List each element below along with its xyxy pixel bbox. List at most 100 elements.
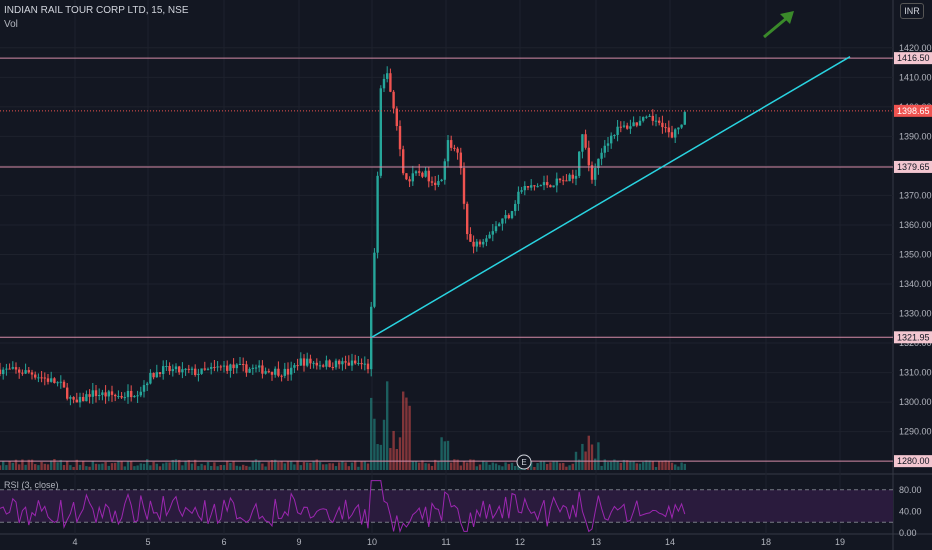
volume-bar <box>373 418 376 470</box>
candle-body <box>139 391 142 396</box>
volume-bar <box>14 459 18 470</box>
volume-bar <box>322 464 325 470</box>
volume-bar <box>206 461 210 470</box>
candle-body <box>578 151 581 176</box>
candle-body <box>322 365 325 367</box>
candle-body <box>494 226 498 232</box>
earnings-event-icon <box>516 454 532 470</box>
candle-body <box>75 399 78 403</box>
candle-body <box>178 366 181 373</box>
volume-bar <box>402 391 405 470</box>
candle-body <box>251 367 254 369</box>
candle-body <box>98 394 101 397</box>
volume-bar <box>78 464 82 470</box>
candle-body <box>610 135 613 144</box>
candle-body <box>370 306 373 370</box>
candle-body <box>133 396 136 398</box>
volume-bar <box>341 461 344 470</box>
volume-bar <box>354 460 357 470</box>
volume-bar <box>190 463 194 470</box>
volume-bar <box>88 466 91 470</box>
volume-bar <box>558 463 562 470</box>
candle-body <box>34 374 37 378</box>
candle-body <box>520 190 523 192</box>
candle-body <box>152 372 155 378</box>
volume-bar <box>242 464 245 470</box>
candle-body <box>613 134 616 136</box>
volume-bar <box>203 465 206 470</box>
x-tick-label: 12 <box>515 537 525 547</box>
candle-body <box>206 368 210 370</box>
candle-body <box>379 88 382 176</box>
volume-bar <box>389 448 392 470</box>
volume-bar <box>568 465 571 470</box>
volume-bar <box>91 460 94 470</box>
volume-bar <box>485 461 488 470</box>
candle-body <box>667 127 670 133</box>
volume-bar <box>53 459 56 470</box>
volume-bar <box>318 461 322 470</box>
candle-body <box>645 116 648 118</box>
candle-body <box>299 358 302 366</box>
volume-bar <box>72 466 75 470</box>
candle-body <box>376 175 379 253</box>
candle-body <box>478 241 482 245</box>
level-price-label: 1379.65 <box>897 162 930 172</box>
volume-bar <box>379 444 382 470</box>
volume-bar <box>642 461 645 470</box>
volume-bar <box>466 462 469 470</box>
volume-bar <box>392 430 395 470</box>
candles-group <box>0 66 686 408</box>
candle-body <box>229 364 232 371</box>
volume-bar <box>533 466 536 470</box>
candle-body <box>664 127 667 129</box>
volume-bar <box>293 464 296 470</box>
candle-body <box>174 366 178 370</box>
volume-bar <box>226 460 229 470</box>
candle-body <box>414 171 418 174</box>
candle-body <box>8 368 11 370</box>
candle-body <box>523 185 526 191</box>
volume-bar <box>245 465 248 470</box>
y-tick-label: 1410.00 <box>899 72 932 82</box>
volume-bar <box>184 460 187 470</box>
candle-body <box>475 241 478 247</box>
volume-bar <box>491 462 494 470</box>
volume-bar <box>645 460 648 470</box>
candle-body <box>62 381 66 388</box>
volume-bar <box>366 463 370 470</box>
candle-body <box>360 362 363 365</box>
volume-bar <box>565 466 568 470</box>
volume-bar <box>219 464 222 470</box>
volume-bar <box>472 459 475 470</box>
volume-bar <box>507 464 510 470</box>
volume-bar <box>277 461 280 470</box>
volume-bar <box>34 464 37 470</box>
candle-body <box>446 140 450 162</box>
volume-bar <box>229 462 232 470</box>
candle-body <box>347 362 350 366</box>
volume-bar <box>459 465 462 470</box>
volume-bar <box>101 463 104 470</box>
candle-body <box>110 391 114 395</box>
volume-bar <box>123 466 126 470</box>
candle-body <box>363 363 366 365</box>
volume-bar <box>146 459 149 470</box>
volume-bar <box>677 466 680 470</box>
candle-body <box>66 387 69 399</box>
currency-badge[interactable]: INR <box>900 3 924 19</box>
candle-body <box>46 378 50 382</box>
volume-bar <box>56 462 59 470</box>
volume-bar <box>331 463 334 470</box>
x-tick-label: 9 <box>296 537 301 547</box>
candle-body <box>677 127 680 130</box>
candle-body <box>450 140 453 148</box>
candle-body <box>14 367 18 370</box>
candle-body <box>334 360 338 368</box>
candle-body <box>235 364 238 369</box>
candle-body <box>587 147 590 166</box>
volume-bar <box>542 461 546 470</box>
volume-bar <box>261 463 264 470</box>
x-tick-label: 13 <box>591 537 601 547</box>
